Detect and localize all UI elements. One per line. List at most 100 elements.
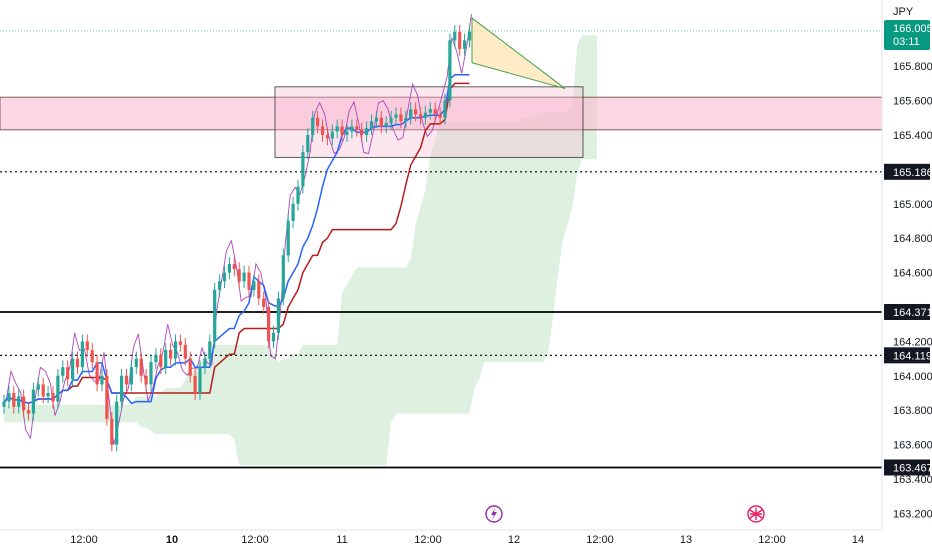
candle-body: [100, 375, 104, 385]
x-tick-label: 13: [680, 534, 692, 546]
candle: [95, 355, 99, 392]
candle: [222, 265, 227, 289]
candle-body: [271, 332, 276, 342]
candle-body: [467, 31, 472, 41]
candle: [164, 343, 168, 375]
candle-body: [134, 358, 138, 368]
candle: [183, 337, 187, 366]
candle-body: [169, 350, 173, 359]
candle: [296, 179, 300, 211]
candle: [105, 368, 109, 426]
candle-body: [51, 393, 55, 402]
candle: [218, 274, 222, 297]
candle: [208, 334, 212, 366]
candle: [237, 262, 241, 289]
candle-body: [423, 112, 427, 118]
candle-body: [2, 401, 6, 407]
candle: [134, 351, 138, 375]
candle-body: [36, 384, 40, 390]
candle: [2, 394, 6, 414]
candle-body: [448, 40, 452, 101]
candle-body: [247, 272, 251, 290]
candle: [227, 257, 231, 280]
y-tick-label: 163.600: [893, 440, 932, 452]
kijun-line: [3, 82, 470, 405]
candle: [36, 377, 40, 397]
candle: [448, 33, 452, 108]
candle: [169, 343, 173, 366]
candle: [414, 102, 418, 122]
candle: [330, 124, 334, 146]
candle: [271, 325, 276, 349]
candle-body: [291, 203, 295, 221]
candle: [384, 116, 388, 134]
candle-body: [330, 131, 334, 139]
candle-body: [41, 384, 45, 397]
candle: [389, 110, 393, 130]
candle: [51, 386, 55, 409]
candle: [409, 102, 413, 125]
level-tag: 164.371: [884, 303, 932, 320]
candle-body: [22, 396, 26, 411]
candle: [443, 93, 447, 125]
candle-body: [335, 126, 339, 132]
candle-body: [203, 358, 207, 368]
x-tick-label: 12:00: [70, 534, 98, 546]
candle-body: [154, 355, 158, 363]
candle-body: [267, 307, 271, 342]
candle-body: [369, 121, 374, 129]
candle-body: [281, 255, 285, 299]
candle: [149, 355, 153, 392]
level-tag: 164.119: [884, 347, 932, 364]
candle: [394, 107, 398, 125]
x-tick-label: 12: [508, 534, 520, 546]
candle: [374, 110, 378, 129]
candle: [311, 110, 315, 142]
candle: [369, 114, 374, 135]
candle-body: [365, 128, 369, 135]
candle-body: [75, 358, 80, 368]
wedge-pattern: [471, 17, 566, 90]
candle-body: [31, 389, 35, 414]
candle: [267, 300, 271, 349]
candle-body: [61, 367, 65, 376]
uk-flag-icon: [747, 505, 765, 523]
candle: [252, 274, 256, 297]
candle: [262, 291, 266, 314]
level-tag-bg: [884, 303, 930, 320]
candle-body: [325, 135, 329, 139]
candle: [316, 110, 320, 134]
candle-body: [56, 375, 60, 402]
candle: [129, 360, 133, 392]
candle: [291, 196, 295, 228]
candle-body: [66, 367, 70, 380]
candle-body: [242, 272, 246, 282]
candle-body: [46, 393, 50, 397]
candle: [71, 351, 75, 387]
candle: [458, 24, 462, 56]
x-tick-label: 12:00: [414, 534, 442, 546]
candle: [350, 119, 354, 139]
candle-body: [129, 367, 133, 385]
candle: [428, 102, 432, 120]
candle: [345, 124, 349, 142]
candle-body: [257, 281, 261, 299]
candle-body: [26, 410, 31, 414]
candle: [31, 382, 35, 421]
candle: [120, 368, 124, 409]
level-tag-bg: [884, 459, 930, 476]
candle: [66, 360, 70, 387]
current-price-value: 166.005: [893, 23, 932, 35]
candle-body: [105, 375, 109, 419]
candle: [433, 102, 437, 122]
candle-body: [139, 358, 143, 376]
candle-body: [379, 117, 383, 127]
candle: [365, 121, 369, 142]
candle-body: [218, 281, 222, 290]
candle-body: [237, 269, 241, 282]
candle: [232, 257, 236, 277]
candle: [100, 368, 104, 392]
candle-body: [124, 375, 129, 385]
